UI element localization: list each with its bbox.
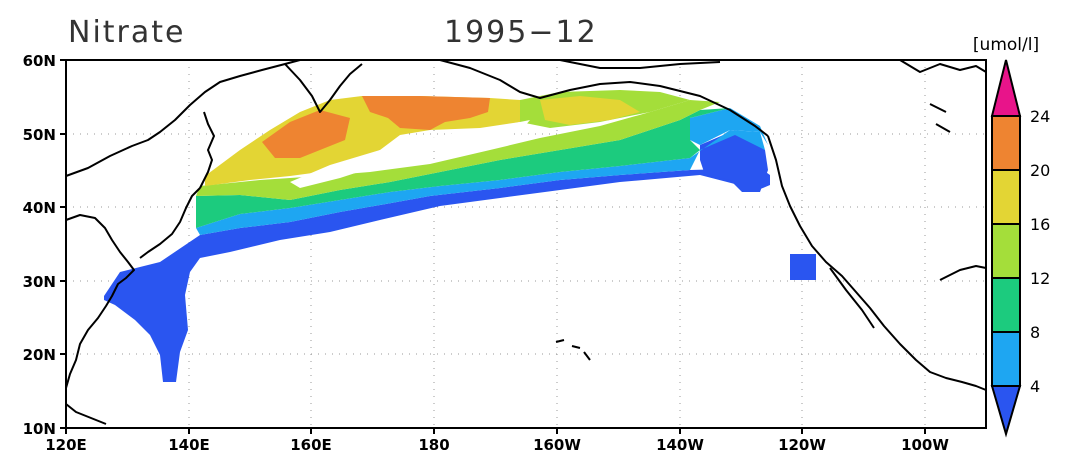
coast-hawaii [555,339,591,361]
colorbar-segment-max [990,59,1022,117]
colorbar-segment [991,169,1021,225]
colorbar: [umol/l] 4 8 12 16 20 24 [973,35,1050,438]
colorbar-segment [991,277,1021,333]
coast-mexico-gulf [939,265,987,281]
y-tick-label: 50N [23,126,56,144]
colorbar-tick-label: 20 [1030,161,1050,180]
band-0-4-eastern-patch [700,130,768,192]
interior-gap [290,120,530,188]
colorbar-tick-label: 12 [1030,269,1050,288]
map-title-variable: Nitrate [68,15,185,50]
colorbar-segment [991,331,1021,387]
colorbar-segment [991,223,1021,279]
y-tick-label: 10N [23,420,56,438]
coast-kamchatka [284,63,363,113]
band-4-8 [196,130,765,235]
map-frame [65,59,987,429]
nitrate-field [104,90,816,382]
x-tick-label: 120E [45,436,87,454]
tick-marks [60,59,926,434]
colorbar-segment-min [990,385,1022,438]
y-tick-label: 30N [23,273,56,291]
colorbar-tick-label: 16 [1030,215,1050,234]
x-tick-label: 180 [418,436,449,454]
colorbar-tick-label: 8 [1030,323,1040,342]
x-tick-label: 140E [168,436,210,454]
coast-alaska [439,59,769,137]
colorbar-tick-label: 24 [1030,107,1050,126]
coast-north-america [767,135,987,391]
band-0-4-offshore-box [790,254,816,280]
x-axis-labels: 120E 140E 160E 180 160W 140W 120W 100W [45,436,949,454]
colorbar-units: [umol/l] [973,35,1039,55]
colorbar-tick-label: 4 [1030,377,1040,396]
band-8-12 [196,108,730,228]
colorbar-segment [991,115,1021,171]
band-0-4-western-tongue [104,168,770,382]
band-16-20-east [540,96,640,125]
band-20-24-west [262,110,350,158]
map-title-date: 1995−12 [444,15,598,50]
coast-new-guinea [65,403,107,425]
band-12-16 [196,100,720,200]
coast-baja [829,267,875,329]
x-tick-label: 160E [290,436,332,454]
x-tick-label: 100W [901,436,949,454]
band-20-24-center [362,96,490,130]
y-tick-label: 20N [23,346,56,364]
x-tick-label: 120W [778,436,826,454]
y-tick-label: 40N [23,199,56,217]
x-tick-label: 160W [533,436,581,454]
y-axis-labels: 10N 20N 30N 40N 50N 60N [23,52,56,438]
x-tick-label: 140W [656,436,704,454]
coastlines [65,59,987,425]
coast-korea-china [65,214,135,389]
y-tick-label: 60N [23,52,56,70]
coast-canada-arctic [899,59,987,133]
band-4-8-north-east [690,108,768,145]
coast-asia [65,59,301,177]
coast-japan [139,111,215,259]
map-panel: 120E 140E 160E 180 160W 140W 120W 100W 1… [23,52,987,454]
